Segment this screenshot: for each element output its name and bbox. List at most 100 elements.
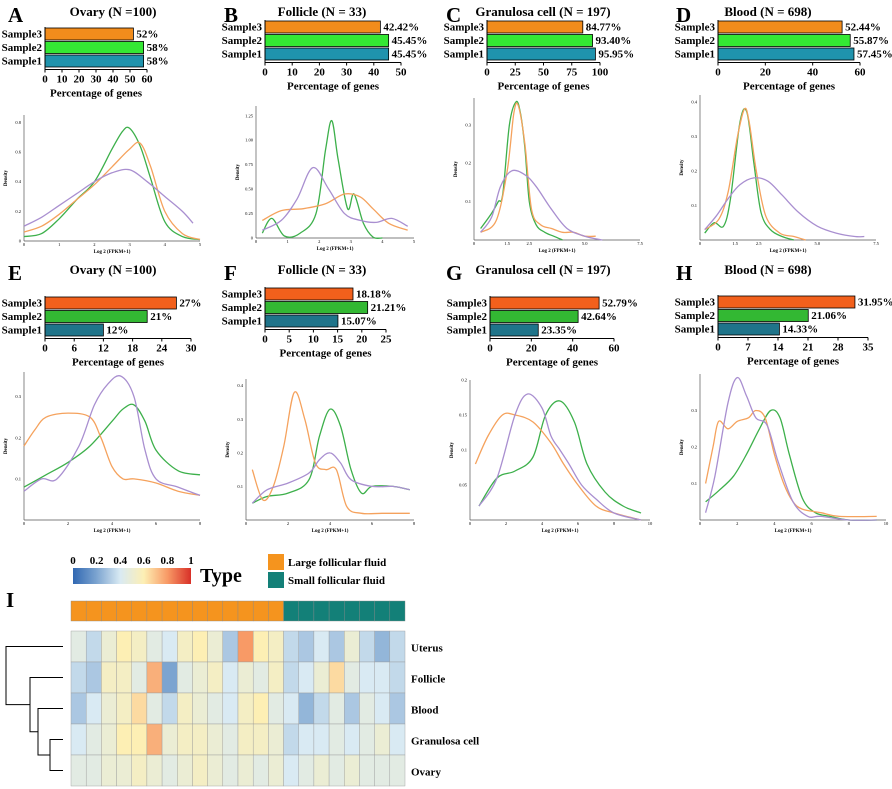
heatmap-cell (374, 661, 391, 694)
x-tick-label: 60 (855, 67, 867, 79)
heatmap-cell (283, 692, 299, 725)
x-tick-label: 12 (98, 343, 110, 355)
x-tick-label: 2 (93, 242, 95, 247)
density-line-sample1 (23, 403, 201, 488)
heatmap-cell (116, 723, 132, 756)
heatmap-cell (207, 692, 224, 725)
chart-title: Follicle (N = 33) (278, 4, 367, 19)
data-label: 12% (106, 325, 128, 337)
x-tick-label: 20 (760, 67, 772, 79)
x-tick-label: 21 (803, 342, 814, 354)
y-tick-label: 0.3 (465, 122, 471, 127)
heatmap-cell (222, 661, 239, 694)
y-tick-label: 1.25 (245, 113, 254, 118)
x-tick-label: 0 (699, 521, 702, 526)
x-tick-label: 5 (286, 334, 292, 346)
y-axis-label: Density (4, 169, 9, 186)
x-tick-label: 6 (577, 521, 580, 526)
chart-title: Granulosa cell (N = 197) (475, 262, 610, 277)
bar-sample1 (489, 323, 539, 337)
category-label: Sample2 (2, 311, 43, 323)
panel-letter-A: A (8, 3, 24, 27)
x-tick-label: 4 (541, 521, 544, 526)
x-tick-label: 10 (287, 67, 299, 79)
heatmap-cell (298, 630, 315, 663)
x-axis-label: Percentage of genes (279, 348, 372, 360)
x-tick-label: 6 (71, 343, 77, 355)
annotation-cell (237, 600, 254, 622)
bar-sample1 (264, 47, 390, 61)
x-tick-label: 2.5 (756, 241, 762, 246)
x-axis-label: Percentage of genes (497, 81, 590, 93)
y-tick-label: 0.3 (691, 408, 697, 413)
y-tick-label: 0.2 (237, 450, 243, 455)
heatmap-cell (85, 661, 102, 694)
x-tick-label: 6 (371, 521, 374, 526)
heatmap-cell (268, 661, 284, 694)
legend-swatch (268, 554, 284, 570)
bar-sample3 (486, 20, 584, 34)
annotation-cell (161, 600, 178, 622)
row-label: Uterus (411, 643, 443, 655)
x-tick-label: 0 (262, 67, 268, 79)
x-axis-label: Percentage of genes (287, 81, 380, 93)
bar-sample3 (717, 295, 856, 309)
category-label: Sample3 (2, 298, 43, 310)
density-plot-C: 0 1.5 2.5 5.0 7.5 0.1 0.2 0.3 Log 2 (FPKM+1) Dens… (454, 98, 644, 254)
chart-title: Follicle (N = 33) (278, 262, 367, 277)
bar-sample2 (489, 310, 579, 323)
heatmap-cell (252, 723, 269, 756)
heatmap-cell (389, 630, 406, 663)
x-tick-label: 8 (613, 521, 616, 526)
heatmap-cell (116, 661, 132, 694)
data-label: 52.79% (602, 298, 638, 310)
bar-chart-F: F Follicle (N = 33) Sample3 18.18% Sample2 21… (222, 261, 407, 360)
density-plot-E: 0 2 4 6 8 0.1 0.2 0.3 Log 2 (FPKM+1) Density (4, 372, 202, 534)
category-label: Sample2 (222, 35, 263, 47)
heatmap-cell (131, 723, 148, 756)
heatmap-cell (237, 723, 254, 756)
heatmap-cell (313, 661, 330, 694)
x-tick-label: 2 (287, 521, 289, 526)
x-tick-label: 10 (57, 74, 69, 86)
heatmap-cell (131, 630, 148, 663)
x-tick-label: 14 (773, 342, 785, 354)
density-line-sample1 (252, 408, 410, 504)
x-tick-label: 1 (286, 239, 288, 244)
x-axis-label: Log 2 (FPKM+1) (770, 249, 807, 254)
x-tick-label: 1 (58, 242, 60, 247)
x-axis-label: Percentage of genes (50, 88, 143, 100)
heatmap-cell (85, 723, 102, 756)
y-tick-label: 0.6 (15, 150, 21, 155)
bar-chart-B: B Follicle (N = 33) Sample3 42.42% Sample2 45… (222, 3, 428, 93)
legend-label: Large follicular fluid (288, 557, 386, 569)
heatmap-cell (344, 754, 360, 787)
heatmap-cell (131, 692, 148, 725)
x-tick-label: 40 (807, 67, 819, 79)
x-tick-label: 0 (262, 334, 268, 346)
bar-chart-G: G Granulosa cell (N = 197) Sample3 52.79% Sa… (446, 261, 638, 369)
category-label: Sample3 (222, 289, 263, 301)
density-line-sample3 (704, 177, 865, 238)
bar-sample3 (44, 296, 177, 310)
x-tick-label: 20 (74, 74, 86, 86)
heatmap-cell (237, 661, 254, 694)
x-tick-label: 50 (396, 67, 408, 79)
heatmap-cell (344, 692, 360, 725)
x-tick-label: 2 (505, 521, 507, 526)
y-tick-label: 0 (251, 236, 254, 241)
heatmap-cell (328, 661, 345, 694)
heatmap-cell (283, 723, 299, 756)
x-tick-label: 35 (863, 342, 875, 354)
density-line-sample1 (478, 400, 642, 514)
annotation-cell (131, 600, 148, 622)
panel-letter-I: I (6, 588, 14, 612)
annotation-cell (222, 600, 239, 622)
density-plot-G: 0 2 4 6 8 10 0.05 0.1 0.15 0.2 Log 2 (FPKM+1) Densi… (450, 378, 653, 535)
heatmap-cell (192, 723, 208, 756)
heatmap-cell (101, 692, 117, 725)
heatmap-cell (177, 723, 193, 756)
heatmap-cell (70, 692, 87, 725)
heatmap-cell (374, 754, 391, 787)
x-tick-label: 15 (332, 334, 344, 346)
